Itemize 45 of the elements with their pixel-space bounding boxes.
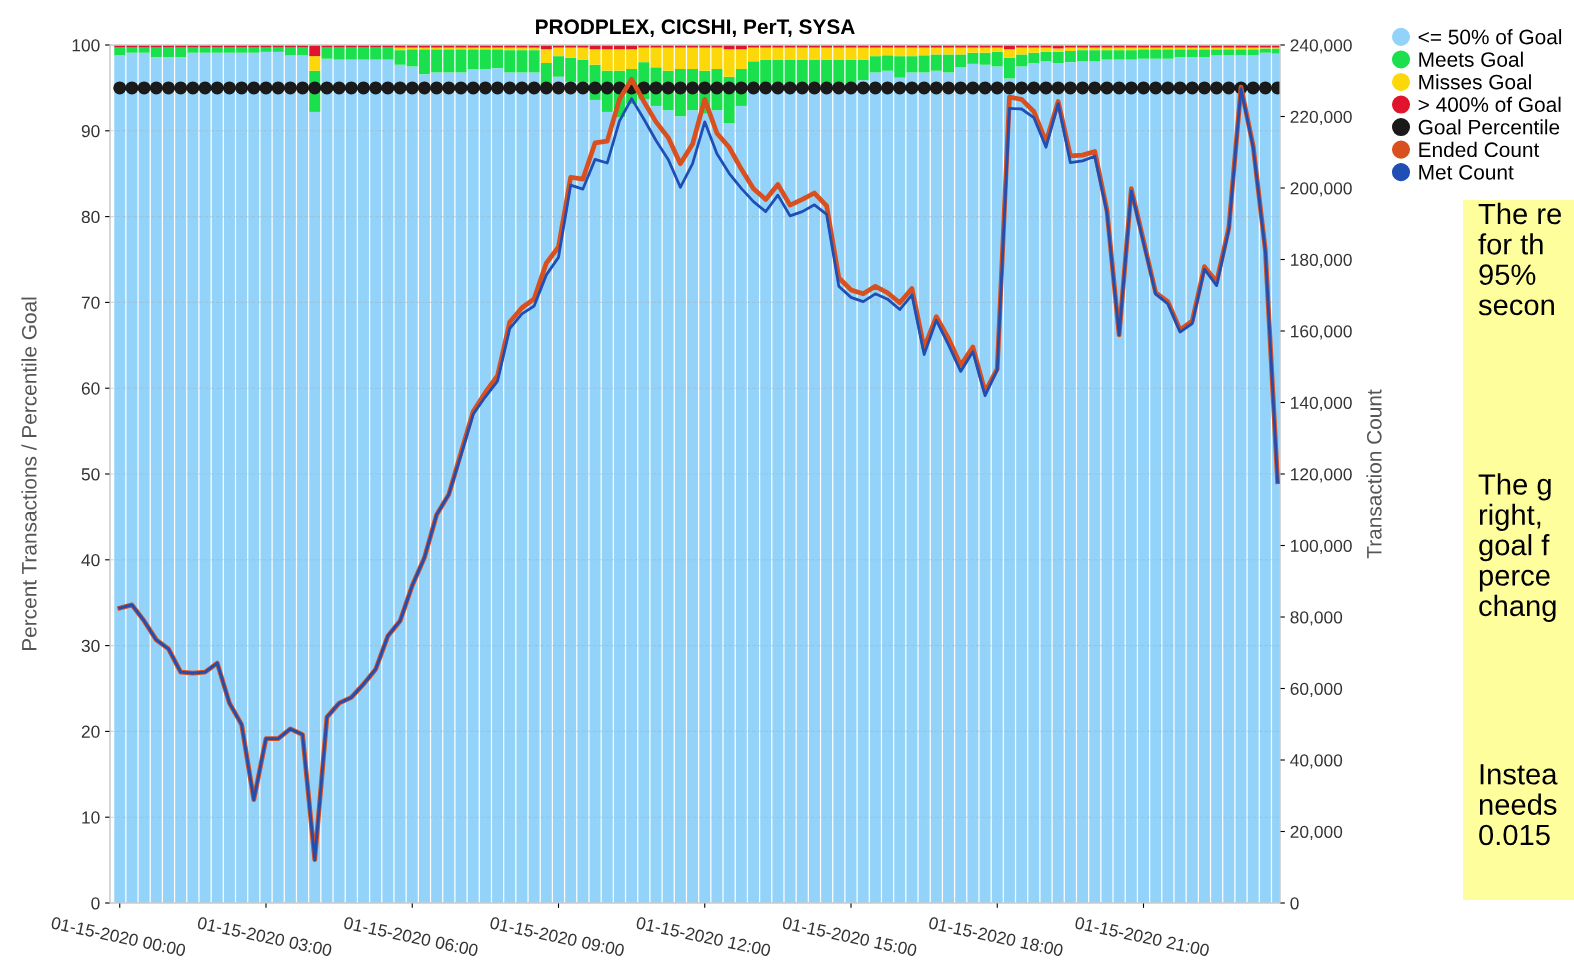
x-tick-label: 01-15-2020 06:00 — [343, 916, 479, 957]
y-tick-label: 60 — [81, 382, 100, 395]
text: The re for th 95% secon — [1478, 202, 1561, 316]
y2-tick-label: 40,000 — [1290, 754, 1343, 769]
y2-tick-label: 100,000 — [1291, 539, 1352, 555]
y2-tick-label: 220,000 — [1290, 110, 1352, 126]
legend-label: Met Count — [1419, 164, 1514, 180]
y-tick-label: 80 — [81, 210, 100, 224]
y2-tick-label: 200,000 — [1290, 182, 1352, 197]
y-tick-label: 20 — [81, 725, 100, 738]
y2-tick-label: 160,000 — [1291, 325, 1352, 340]
y-tick-label: 0 — [91, 897, 100, 910]
y-tick-label: 50 — [81, 468, 100, 481]
y-tick-label: 30 — [81, 639, 100, 653]
x-tick-label: 01-15-2020 18:00 — [928, 916, 1064, 957]
legend-label: <= 50% of Goal — [1418, 29, 1562, 45]
x-tick-label: 01-15-2020 09:00 — [489, 916, 625, 957]
chart-title: PRODPLEX, CICSHI, PerT, SYSA — [536, 19, 855, 38]
y-tick-label: 40 — [81, 553, 100, 567]
text: Instea needs 0.015 — [1479, 764, 1558, 846]
text: The g right, goal f perce chang — [1478, 473, 1556, 622]
y2-tick-label: 20,000 — [1290, 825, 1343, 841]
y2-axis-title: Transaction Count — [1366, 389, 1382, 559]
y2-tick-label: 0 — [1290, 897, 1299, 910]
x-tick-label: 01-15-2020 03:00 — [196, 916, 333, 957]
y2-tick-label: 180,000 — [1291, 253, 1352, 269]
x-tick-label: 01-15-2020 12:00 — [635, 916, 772, 957]
y-tick-label: 10 — [82, 811, 100, 824]
y2-tick-label: 80,000 — [1290, 611, 1343, 626]
x-tick-label: 01-15-2020 21:00 — [1074, 916, 1210, 957]
y2-tick-label: 60,000 — [1290, 682, 1343, 698]
y-tick-label: 90 — [81, 124, 100, 138]
legend-label: Misses Goal — [1419, 74, 1531, 90]
y-tick-label: 70 — [81, 296, 100, 309]
y2-tick-label: 120,000 — [1291, 468, 1352, 483]
x-tick-label: 01-15-2020 00:00 — [50, 916, 187, 957]
y2-tick-label: 140,000 — [1291, 396, 1352, 412]
legend-label: > 400% of Goal — [1418, 96, 1561, 113]
legend-label: Ended Count — [1419, 141, 1540, 158]
x-tick-label: 01-15-2020 15:00 — [781, 916, 918, 957]
y2-tick-label: 240,000 — [1290, 39, 1352, 54]
y-axis-title: Percent Transactions / Percentile Goal — [21, 297, 37, 651]
legend-label: Meets Goal — [1419, 51, 1523, 67]
legend-label: Goal Percentile — [1418, 119, 1560, 135]
y-tick-label: 100 — [72, 39, 100, 52]
